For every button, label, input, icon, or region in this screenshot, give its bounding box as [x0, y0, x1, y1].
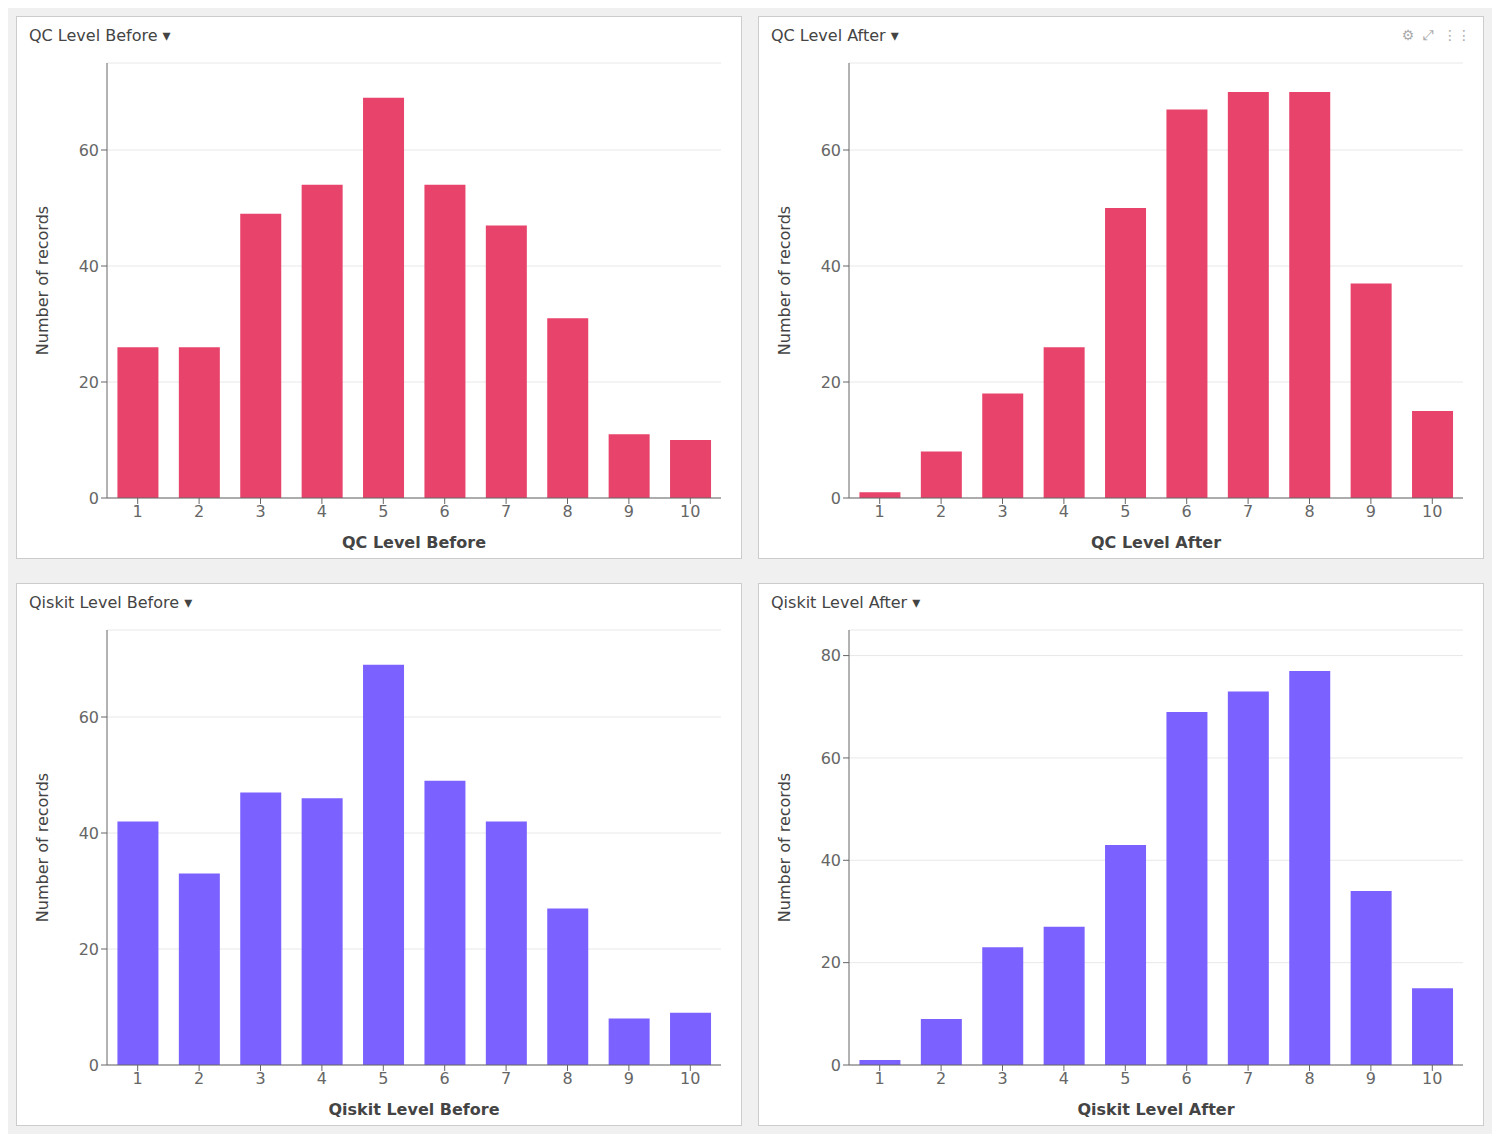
svg-text:7: 7 — [1243, 1069, 1253, 1088]
svg-text:8: 8 — [1304, 502, 1314, 521]
svg-text:0: 0 — [831, 1056, 841, 1075]
svg-text:QC Level After: QC Level After — [1091, 533, 1221, 552]
svg-text:10: 10 — [680, 502, 700, 521]
svg-text:4: 4 — [317, 502, 327, 521]
svg-text:40: 40 — [821, 257, 841, 276]
svg-text:40: 40 — [79, 257, 99, 276]
svg-text:20: 20 — [821, 953, 841, 972]
svg-text:5: 5 — [1120, 1069, 1130, 1088]
svg-text:7: 7 — [501, 502, 511, 521]
svg-text:8: 8 — [562, 502, 572, 521]
svg-text:Number of records: Number of records — [775, 773, 794, 922]
svg-text:9: 9 — [1366, 502, 1376, 521]
svg-text:9: 9 — [624, 1069, 634, 1088]
svg-text:9: 9 — [624, 502, 634, 521]
svg-text:10: 10 — [1422, 1069, 1442, 1088]
svg-text:6: 6 — [1182, 502, 1192, 521]
svg-text:60: 60 — [79, 708, 99, 727]
html-text:QC Level After ▾: QC Level After ▾ — [771, 25, 899, 45]
svg-text:2: 2 — [936, 1069, 946, 1088]
svg-text:3: 3 — [255, 502, 265, 521]
svg-text:3: 3 — [255, 1069, 265, 1088]
svg-text:40: 40 — [79, 824, 99, 843]
svg-text:6: 6 — [440, 1069, 450, 1088]
svg-text:2: 2 — [194, 1069, 204, 1088]
svg-text:8: 8 — [1304, 1069, 1314, 1088]
svg-text:Qiskit Level After: Qiskit Level After — [1077, 1100, 1234, 1119]
svg-text:7: 7 — [501, 1069, 511, 1088]
svg-text:20: 20 — [79, 940, 99, 959]
svg-text:3: 3 — [997, 502, 1007, 521]
svg-text:7: 7 — [1243, 502, 1253, 521]
svg-text:0: 0 — [831, 489, 841, 508]
svg-text:60: 60 — [79, 141, 99, 160]
svg-text:2: 2 — [936, 502, 946, 521]
svg-text:6: 6 — [1182, 1069, 1192, 1088]
svg-text:20: 20 — [821, 373, 841, 392]
svg-text:80: 80 — [821, 646, 841, 665]
svg-text:3: 3 — [997, 1069, 1007, 1088]
html-text:QC Level Before ▾: QC Level Before ▾ — [29, 25, 171, 45]
svg-text:5: 5 — [378, 1069, 388, 1088]
svg-text:0: 0 — [89, 1056, 99, 1075]
svg-text:10: 10 — [680, 1069, 700, 1088]
html-text:Qiskit Level After ▾: Qiskit Level After ▾ — [771, 592, 921, 612]
svg-text:9: 9 — [1366, 1069, 1376, 1088]
html-text:Qiskit Level Before ▾: Qiskit Level Before ▾ — [29, 592, 193, 612]
svg-text:Number of records: Number of records — [33, 206, 52, 355]
svg-text:0: 0 — [89, 489, 99, 508]
svg-text:10: 10 — [1422, 502, 1442, 521]
svg-text:5: 5 — [378, 502, 388, 521]
svg-text:60: 60 — [821, 749, 841, 768]
svg-text:Number of records: Number of records — [775, 206, 794, 355]
svg-text:2: 2 — [194, 502, 204, 521]
svg-text:4: 4 — [1059, 1069, 1069, 1088]
svg-text:1: 1 — [133, 1069, 143, 1088]
svg-text:QC Level Before: QC Level Before — [342, 533, 486, 552]
svg-text:8: 8 — [562, 1069, 572, 1088]
svg-text:20: 20 — [79, 373, 99, 392]
svg-text:40: 40 — [821, 851, 841, 870]
svg-text:4: 4 — [1059, 502, 1069, 521]
svg-text:1: 1 — [875, 502, 885, 521]
svg-text:1: 1 — [875, 1069, 885, 1088]
svg-text:1: 1 — [133, 502, 143, 521]
svg-text:5: 5 — [1120, 502, 1130, 521]
svg-text:Number of records: Number of records — [33, 773, 52, 922]
svg-text:60: 60 — [821, 141, 841, 160]
svg-text:6: 6 — [440, 502, 450, 521]
svg-text:4: 4 — [317, 1069, 327, 1088]
svg-text:Qiskit Level Before: Qiskit Level Before — [328, 1100, 499, 1119]
